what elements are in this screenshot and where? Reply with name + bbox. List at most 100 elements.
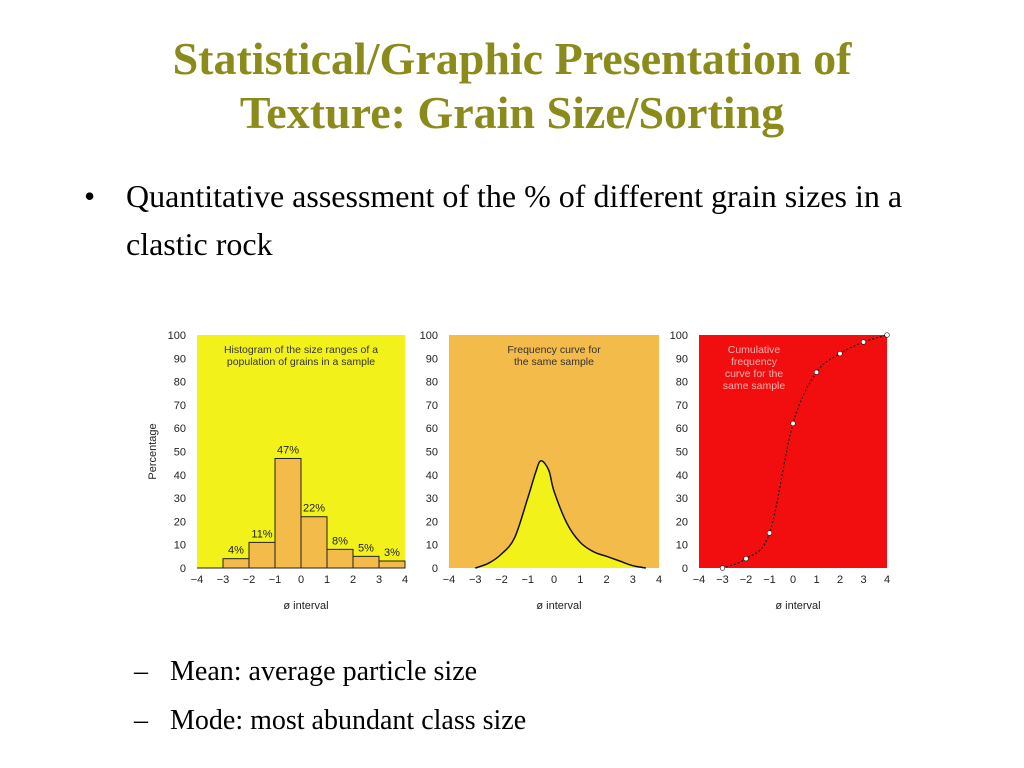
cumulative-point: [813, 369, 820, 375]
title-line-1: Statistical/Graphic Presentation of: [172, 33, 852, 84]
x-axis-label: ø interval: [536, 600, 581, 612]
chart-title-line: curve for the: [725, 368, 784, 380]
bar-value-label: 47%: [277, 444, 299, 456]
x-tick-label: −2: [740, 574, 753, 586]
x-axis-label: ø interval: [283, 600, 328, 612]
frequency-curve: [474, 460, 647, 569]
x-tick-label: −2: [495, 574, 508, 586]
y-tick-label: 80: [676, 377, 688, 389]
y-tick-label: 50: [676, 447, 688, 459]
cumulative-point: [719, 565, 726, 571]
x-tick-label: 4: [402, 574, 408, 586]
x-tick-label: 4: [656, 574, 662, 586]
x-tick-label: 0: [790, 574, 796, 586]
histogram-bar: [352, 555, 380, 569]
y-tick-label: 20: [676, 516, 688, 528]
cumulative-curve: [722, 334, 888, 569]
y-tick-label: 60: [676, 423, 688, 435]
y-tick-label: 0: [682, 563, 688, 575]
histogram-bar: [274, 457, 302, 569]
cumulative-point: [860, 339, 867, 345]
x-tick-label: 0: [298, 574, 304, 586]
bullet-text: Quantitative assessment of the % of diff…: [126, 178, 903, 262]
chart-title-line: the same sample: [514, 356, 594, 368]
y-tick-label: 90: [174, 353, 186, 365]
y-tick-label: 10: [174, 540, 186, 552]
y-tick-label: 90: [676, 353, 688, 365]
x-tick-label: −3: [217, 574, 230, 586]
histogram-bar: [222, 558, 250, 569]
y-tick-label: 40: [174, 470, 186, 482]
bullet-symbol: •: [84, 178, 96, 214]
y-tick-label: 40: [676, 470, 688, 482]
histogram-bar: [378, 560, 406, 569]
chart-title-0: Histogram of the size ranges of a populat…: [224, 344, 378, 368]
x-tick-label: 4: [884, 574, 890, 586]
y-tick-label: 50: [174, 447, 186, 459]
bar-value-label: 4%: [228, 545, 244, 557]
x-tick-label: −4: [693, 574, 706, 586]
x-tick-label: 3: [376, 574, 382, 586]
x-tick-label: −1: [269, 574, 282, 586]
cumulative-point: [837, 351, 843, 357]
y-tick-label: 70: [174, 400, 186, 412]
sub-dash: –: [134, 656, 148, 687]
histogram-bar: [300, 516, 328, 569]
y-tick-label: 30: [676, 493, 688, 505]
y-tick-label: 60: [174, 423, 186, 435]
sub-item-mode: – Mode: most abundant class size: [134, 704, 526, 738]
x-tick-label: −1: [521, 574, 534, 586]
chart-title-line: Cumulative: [728, 344, 781, 356]
y-tick-label: 10: [426, 540, 438, 552]
x-tick-label: 2: [350, 574, 356, 586]
y-tick-label: 40: [426, 470, 438, 482]
sub-dash: –: [134, 705, 148, 736]
title-line-2: Texture: Grain Size/Sorting: [239, 87, 785, 138]
slide-title: Statistical/Graphic Presentation of Text…: [0, 32, 1024, 140]
x-tick-label: 0: [551, 574, 557, 586]
x-tick-label: −2: [243, 574, 256, 586]
chart-title-line: same sample: [723, 380, 786, 392]
chart-title-2: Cumulative frequency curve for the same sam…: [723, 344, 786, 392]
cumulative-point: [790, 420, 796, 427]
bar-value-label: 8%: [332, 535, 348, 547]
plot-background-2: [699, 335, 887, 568]
chart-title-line: Histogram of the size ranges of a: [224, 344, 378, 356]
x-tick-label: 2: [603, 574, 609, 586]
x-tick-label: −3: [469, 574, 482, 586]
bar-value-label: 5%: [358, 542, 374, 554]
chart-title-line: population of grains in a sample: [227, 356, 375, 368]
chart-title-line: Frequency curve for: [507, 344, 601, 356]
y-tick-label: 50: [426, 447, 438, 459]
chart-title-1: Frequency curve for the same sample: [507, 344, 601, 368]
sub-item-text: Mode: most abundant class size: [170, 705, 527, 736]
y-tick-label: 0: [180, 563, 186, 575]
y-tick-label: 20: [426, 516, 438, 528]
y-tick-label: 70: [676, 400, 688, 412]
y-tick-label: 100: [168, 330, 186, 342]
x-tick-label: 3: [860, 574, 866, 586]
x-tick-label: 1: [324, 574, 330, 586]
y-tick-label: 90: [426, 353, 438, 365]
y-tick-label: 20: [174, 516, 186, 528]
y-tick-label: 60: [426, 423, 438, 435]
sub-item-text: Mean: average particle size: [170, 656, 478, 687]
y-tick-label: 30: [174, 493, 186, 505]
frequency-area: [475, 460, 646, 568]
x-axis-label: ø interval: [775, 600, 820, 612]
bar-value-label: 3%: [384, 547, 400, 559]
y-tick-label: 10: [676, 540, 688, 552]
y-tick-label: 100: [670, 330, 688, 342]
x-tick-label: 3: [630, 574, 636, 586]
chart-title-line: frequency: [731, 356, 778, 368]
x-tick-label: −1: [763, 574, 776, 586]
cumulative-point: [884, 332, 890, 338]
bar-value-label: 11%: [251, 528, 272, 540]
x-tick-label: −4: [191, 574, 204, 586]
y-axis-label: Percentage: [147, 423, 159, 479]
cumulative-point: [743, 556, 749, 562]
x-tick-label: −4: [443, 574, 456, 586]
x-tick-label: −3: [716, 574, 729, 586]
y-tick-label: 70: [426, 400, 438, 412]
